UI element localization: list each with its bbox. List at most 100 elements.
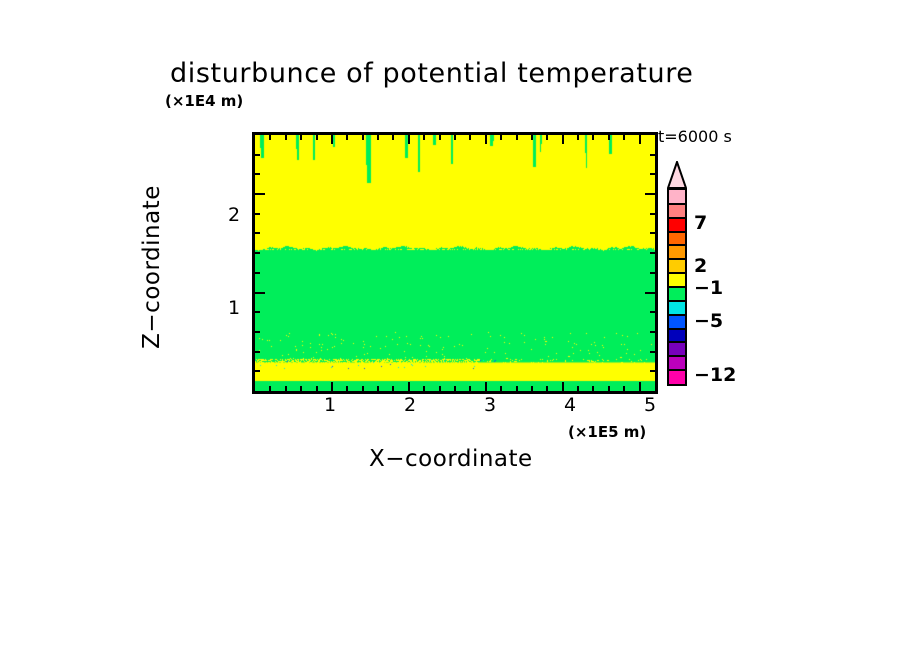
page-title: disturbunce of potential temperature bbox=[170, 58, 694, 89]
x-tick-minor bbox=[346, 386, 349, 391]
colorbar-band bbox=[669, 245, 685, 260]
x-top-tick-minor bbox=[438, 135, 441, 140]
x-tick-minor bbox=[530, 386, 533, 391]
x-top-tick-minor bbox=[346, 135, 349, 140]
x-top-tick-minor bbox=[546, 135, 549, 140]
colorbar-band-divider bbox=[669, 341, 685, 344]
x-top-tick-minor bbox=[592, 135, 595, 140]
y-axis-tick-label: 2 bbox=[228, 204, 241, 226]
x-tick-major bbox=[638, 382, 641, 391]
x-top-tick-minor bbox=[623, 135, 626, 140]
x-tick-major bbox=[330, 382, 333, 391]
x-top-tick-minor bbox=[515, 135, 518, 140]
x-top-tick-minor bbox=[392, 135, 395, 140]
y-tick-minor bbox=[255, 212, 260, 215]
colorbar-band bbox=[669, 217, 685, 232]
colorbar-band bbox=[669, 273, 685, 288]
y-tick-minor bbox=[255, 370, 260, 373]
x-tick-minor bbox=[438, 386, 441, 391]
x-axis-unit-label: (×1E5 m) bbox=[568, 423, 647, 441]
colorbar-band-divider bbox=[669, 202, 685, 205]
y-right-tick-minor bbox=[650, 252, 655, 255]
y-tick-minor bbox=[255, 350, 260, 353]
y-right-tick-minor bbox=[650, 271, 655, 274]
y-tick-minor bbox=[255, 173, 260, 176]
y-right-tick-minor bbox=[650, 212, 655, 215]
colorbar-band bbox=[669, 259, 685, 274]
x-top-tick-minor bbox=[269, 135, 272, 140]
y-right-tick-minor bbox=[650, 232, 655, 235]
colorbar-tick-label: −1 bbox=[694, 276, 724, 299]
colorbar-band bbox=[669, 356, 685, 371]
colorbar-tick-label: −12 bbox=[694, 364, 737, 387]
time-annotation: t=6000 s bbox=[658, 127, 732, 146]
colorbar-band-divider bbox=[669, 299, 685, 302]
colorbar-tick-label: 7 bbox=[694, 211, 708, 234]
y-right-tick-minor bbox=[650, 173, 655, 176]
colorbar-band bbox=[669, 328, 685, 343]
x-top-tick-minor bbox=[377, 135, 380, 140]
x-tick-minor bbox=[377, 386, 380, 391]
colorbar-band bbox=[669, 287, 685, 302]
colorbar-band-divider bbox=[669, 258, 685, 261]
colorbar-band bbox=[669, 370, 685, 384]
x-tick-minor bbox=[284, 386, 287, 391]
x-top-tick-minor bbox=[423, 135, 426, 140]
x-tick-major bbox=[561, 382, 564, 391]
x-tick-minor bbox=[423, 386, 426, 391]
colorbar-band bbox=[669, 203, 685, 218]
x-top-tick-major bbox=[638, 135, 641, 144]
x-tick-minor bbox=[469, 386, 472, 391]
y-right-tick-major bbox=[645, 193, 655, 196]
x-tick-minor bbox=[546, 386, 549, 391]
x-tick-minor bbox=[515, 386, 518, 391]
y-tick-minor bbox=[255, 252, 260, 255]
y-right-tick-minor bbox=[650, 370, 655, 373]
x-top-tick-minor bbox=[361, 135, 364, 140]
y-right-tick-minor bbox=[650, 311, 655, 314]
x-axis-tick-label: 4 bbox=[563, 394, 577, 416]
colorbar-band bbox=[669, 314, 685, 329]
x-top-tick-minor bbox=[284, 135, 287, 140]
x-tick-major bbox=[407, 382, 410, 391]
colorbar-band-divider bbox=[669, 272, 685, 275]
x-top-tick-minor bbox=[577, 135, 580, 140]
y-right-tick-minor bbox=[650, 330, 655, 333]
y-right-tick-minor bbox=[650, 153, 655, 156]
colorbar-band bbox=[669, 342, 685, 357]
x-axis-tick-label: 5 bbox=[643, 394, 657, 416]
colorbar-band-divider bbox=[669, 216, 685, 219]
x-axis-tick-label: 2 bbox=[403, 394, 417, 416]
colorbar-tick-label: 2 bbox=[694, 255, 708, 278]
colorbar-band bbox=[669, 231, 685, 246]
plot-area bbox=[252, 132, 658, 394]
x-tick-major bbox=[484, 382, 487, 391]
x-top-tick-major bbox=[330, 135, 333, 144]
x-top-tick-minor bbox=[469, 135, 472, 140]
x-tick-minor bbox=[392, 386, 395, 391]
x-tick-minor bbox=[300, 386, 303, 391]
x-tick-minor bbox=[577, 386, 580, 391]
colorbar-band-divider bbox=[669, 327, 685, 330]
x-axis-title: X−coordinate bbox=[369, 446, 533, 472]
colorbar-band-divider bbox=[669, 313, 685, 316]
x-top-tick-minor bbox=[315, 135, 318, 140]
colorbar-band-divider bbox=[669, 369, 685, 372]
x-tick-minor bbox=[500, 386, 503, 391]
y-tick-major bbox=[255, 291, 265, 294]
colorbar bbox=[667, 161, 687, 386]
colorbar-band bbox=[669, 300, 685, 315]
x-axis-tick-label: 1 bbox=[323, 394, 337, 416]
x-top-tick-minor bbox=[454, 135, 456, 140]
x-tick-minor bbox=[607, 386, 610, 391]
y-tick-minor bbox=[255, 330, 260, 333]
y-axis-title: Z−coordinate bbox=[139, 185, 165, 349]
y-right-tick-major bbox=[645, 291, 655, 294]
y-right-tick-minor bbox=[650, 350, 655, 353]
x-top-tick-minor bbox=[530, 135, 533, 140]
x-tick-minor bbox=[315, 386, 318, 391]
colorbar-band-divider bbox=[669, 230, 685, 233]
x-top-tick-major bbox=[561, 135, 564, 144]
x-tick-minor bbox=[454, 386, 456, 391]
